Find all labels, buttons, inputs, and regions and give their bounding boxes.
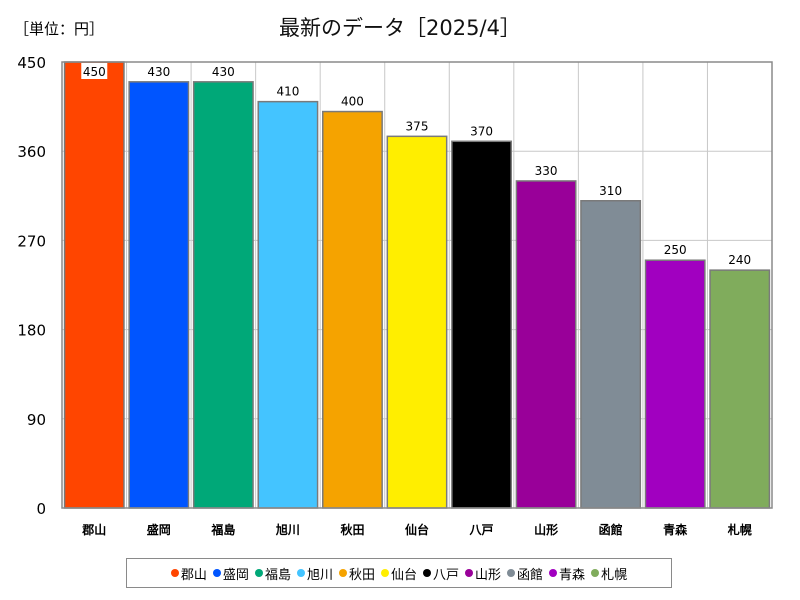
x-tick-label: 山形 [534,522,558,537]
legend-label: 秋田 [348,567,375,583]
legend-label: 郡山 [180,567,207,583]
bar-八戸 [451,140,512,509]
legend-marker [338,569,347,577]
legend-item: 福島 [254,564,291,583]
bar-札幌 [709,269,771,509]
legend-marker [380,569,389,577]
legend-item: 盛岡 [212,564,249,583]
data-label: 375 [406,119,429,133]
bar-盛岡 [128,81,190,509]
data-label: 430 [212,65,235,79]
legend-marker [170,569,179,577]
x-tick-label: 仙台 [405,522,429,537]
legend-item: 山形 [465,564,501,583]
legend-label: 仙台 [390,567,417,583]
legend-item: 秋田 [338,564,375,583]
legend-marker [212,569,221,577]
legend-label: 旭川 [306,567,333,583]
legend-label: 八戸 [433,567,460,583]
legend-item: 青森 [549,564,585,583]
legend-item: 旭川 [296,564,333,583]
data-label: 330 [535,164,558,178]
bar-秋田 [322,110,383,509]
legend-label: 青森 [559,567,586,583]
data-label: 450 [83,65,106,79]
legend-label: 山形 [475,567,502,583]
legend-marker [549,569,558,577]
legend-marker [465,569,474,577]
data-label-bg [81,63,108,79]
y-tick-label: 360 [17,143,46,161]
x-tick-label: 青森 [663,522,688,537]
data-label: 410 [276,85,299,99]
data-label: 310 [599,184,622,198]
y-tick-label: 90 [27,411,46,429]
legend-label: 盛岡 [222,567,249,583]
x-tick-label: 盛岡 [147,522,171,537]
bar-函館 [580,200,642,509]
x-tick-label: 郡山 [81,522,106,537]
legend-item: 八戸 [423,564,459,583]
legend-item: 郡山 [170,564,207,583]
legend-marker [296,569,305,577]
bar-郡山 [63,61,125,509]
data-label: 250 [664,243,687,257]
y-tick-label: 0 [36,500,46,518]
legend-label: 札幌 [601,567,628,583]
legend-label: 福島 [264,567,291,583]
y-tick-label: 180 [17,322,46,340]
chart-legend: 郡山 盛岡 福島 旭川 秋田 仙台 八戸 山形 函館 青森 札幌 [126,558,672,588]
legend-marker [423,569,431,577]
data-label: 240 [728,253,751,267]
legend-item: 仙台 [380,564,417,583]
x-tick-label: 福島 [210,522,235,537]
data-label: 400 [341,95,364,109]
x-tick-label: 札幌 [727,522,752,537]
legend-marker [507,569,516,577]
x-tick-label: 旭川 [275,522,300,537]
x-tick-label: 函館 [599,522,623,537]
bar-福島 [192,81,254,509]
legend-label: 函館 [517,567,544,583]
legend-marker [591,569,600,577]
legend-item: 札幌 [591,564,627,583]
bar-青森 [644,259,706,509]
data-label: 370 [470,124,493,138]
chart-title: 最新のデータ［2025/4］ [279,16,521,40]
bar-旭川 [257,100,319,509]
plot-border [61,61,773,509]
x-tick-label: 八戸 [469,523,494,537]
legend-marker [254,569,263,577]
x-tick-label: 秋田 [340,522,364,537]
y-tick-label: 450 [17,54,46,72]
legend-item: 函館 [507,564,543,583]
data-label: 430 [147,65,170,79]
bar-仙台 [386,135,448,509]
unit-label: ［単位：円］ [14,20,105,38]
y-tick-label: 270 [17,232,46,250]
bar-山形 [515,180,577,509]
